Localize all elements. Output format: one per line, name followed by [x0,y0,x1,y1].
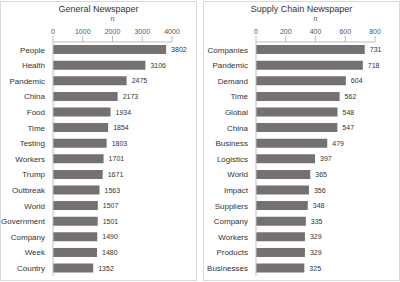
svg-text:Workers: Workers [15,155,45,164]
svg-text:3000: 3000 [134,28,150,35]
svg-text:Demand: Demand [218,77,248,86]
svg-text:1480: 1480 [102,249,118,256]
svg-text:n: n [314,16,318,22]
svg-text:3106: 3106 [150,62,166,69]
svg-text:n: n [111,16,115,22]
svg-text:Health: Health [22,61,45,70]
svg-text:Workers: Workers [218,233,248,242]
svg-text:800: 800 [369,28,381,35]
svg-text:Companies: Companies [208,46,248,55]
svg-text:Company: Company [214,217,248,226]
svg-text:329: 329 [310,233,322,240]
svg-text:People: People [20,46,45,55]
svg-text:562: 562 [345,93,357,100]
svg-text:718: 718 [368,62,380,69]
svg-text:731: 731 [370,46,382,53]
svg-text:Businesses: Businesses [207,264,248,273]
svg-text:356: 356 [314,187,326,194]
svg-text:China: China [227,124,248,133]
svg-text:0: 0 [51,28,55,35]
svg-text:1490: 1490 [102,233,118,240]
svg-text:Pandemic: Pandemic [9,77,45,86]
svg-text:348: 348 [313,202,325,209]
svg-text:Government: Government [8,217,46,226]
svg-text:Time: Time [231,92,249,101]
svg-text:Testing: Testing [20,139,45,148]
svg-text:3802: 3802 [171,46,187,53]
svg-text:329: 329 [310,249,322,256]
svg-text:Logistics: Logistics [217,155,248,164]
svg-text:600: 600 [339,28,351,35]
svg-text:1501: 1501 [103,218,119,225]
svg-text:World: World [24,202,45,211]
svg-text:4000: 4000 [164,28,180,35]
svg-text:Company: Company [11,233,45,242]
svg-text:335: 335 [311,218,323,225]
svg-text:2173: 2173 [123,93,139,100]
svg-text:Pandemic: Pandemic [212,61,248,70]
svg-text:Country: Country [17,264,45,273]
svg-text:1671: 1671 [108,171,124,178]
svg-text:365: 365 [315,171,327,178]
svg-text:1701: 1701 [109,155,125,162]
svg-text:Trump: Trump [22,170,45,179]
svg-text:604: 604 [351,77,363,84]
svg-text:200: 200 [280,28,292,35]
svg-text:Food: Food [27,108,45,117]
svg-text:Global: Global [225,108,248,117]
svg-text:1854: 1854 [113,124,129,131]
svg-text:Products: Products [216,248,248,257]
svg-text:325: 325 [309,265,321,272]
svg-text:1352: 1352 [98,265,114,272]
svg-text:Time: Time [28,124,46,133]
svg-text:0: 0 [254,28,258,35]
svg-text:Business: Business [216,139,248,148]
svg-text:China: China [24,92,45,101]
svg-text:1563: 1563 [104,187,120,194]
svg-text:1803: 1803 [112,140,128,147]
html-text:General Newspaper: General Newspaper [58,4,139,14]
svg-text:548: 548 [343,109,355,116]
svg-text:2000: 2000 [105,28,121,35]
svg-text:Week: Week [25,248,46,257]
svg-text:479: 479 [332,140,344,147]
svg-text:Impact: Impact [224,186,249,195]
svg-text:1507: 1507 [103,202,119,209]
html-text:Supply Chain Newspaper: Supply Chain Newspaper [250,4,353,14]
svg-text:Outbreak: Outbreak [12,186,46,195]
svg-text:1000: 1000 [75,28,91,35]
svg-text:547: 547 [342,124,354,131]
svg-text:1934: 1934 [116,109,132,116]
svg-text:400: 400 [310,28,322,35]
svg-text:World: World [227,170,248,179]
svg-text:2475: 2475 [132,77,148,84]
svg-text:397: 397 [320,155,332,162]
svg-text:Suppliers: Suppliers [215,202,248,211]
